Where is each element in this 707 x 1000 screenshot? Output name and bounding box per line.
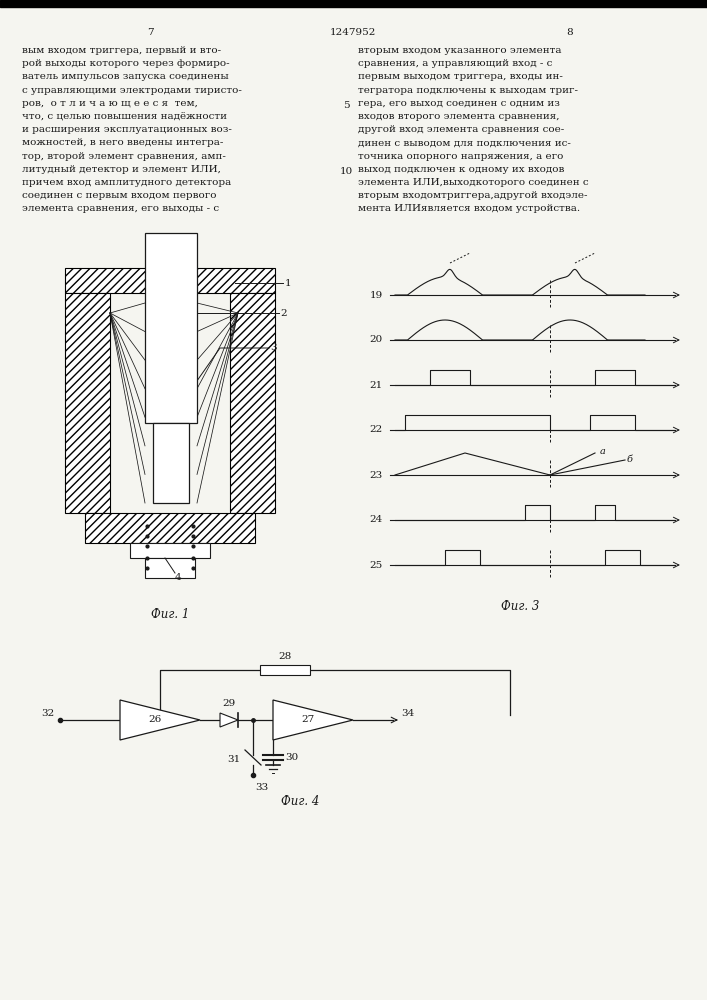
Text: соединен с первым входом первого: соединен с первым входом первого bbox=[22, 191, 216, 200]
Polygon shape bbox=[220, 713, 238, 727]
Bar bbox=[260, 665, 310, 675]
Text: что, с целью повышения надёжности: что, с целью повышения надёжности bbox=[22, 112, 227, 121]
Text: 25: 25 bbox=[370, 560, 383, 570]
Text: Фиг. 3: Фиг. 3 bbox=[501, 600, 539, 613]
Text: вторым входомтриггера,адругой входэле-: вторым входомтриггера,адругой входэле- bbox=[358, 191, 588, 200]
Text: тегратора подключены к выходам триг-: тегратора подключены к выходам триг- bbox=[358, 86, 578, 95]
Text: 28: 28 bbox=[279, 652, 291, 661]
Bar bbox=[130, 543, 210, 558]
Text: элемента сравнения, его выходы - с: элемента сравнения, его выходы - с bbox=[22, 204, 219, 213]
Text: 3: 3 bbox=[270, 344, 276, 353]
Text: элемента ИЛИ,выходкоторого соединен с: элемента ИЛИ,выходкоторого соединен с bbox=[358, 178, 589, 187]
Text: 5: 5 bbox=[343, 101, 349, 110]
Bar bbox=[65, 268, 275, 293]
Text: 24: 24 bbox=[370, 516, 383, 524]
Bar bbox=[0, 0, 707, 7]
Text: 21: 21 bbox=[370, 380, 383, 389]
Text: 1: 1 bbox=[285, 278, 291, 288]
Text: 7: 7 bbox=[146, 28, 153, 37]
Bar bbox=[65, 293, 110, 513]
Bar bbox=[153, 423, 189, 503]
Text: выход подключен к одному их входов: выход подключен к одному их входов bbox=[358, 165, 564, 174]
Text: причем вход амплитудного детектора: причем вход амплитудного детектора bbox=[22, 178, 231, 187]
Text: 34: 34 bbox=[401, 709, 414, 718]
Text: ров,  о т л и ч а ю щ е е с я  тем,: ров, о т л и ч а ю щ е е с я тем, bbox=[22, 99, 198, 108]
Text: 10: 10 bbox=[339, 167, 353, 176]
Text: 26: 26 bbox=[148, 716, 162, 724]
Polygon shape bbox=[273, 700, 353, 740]
Text: входов второго элемента сравнения,: входов второго элемента сравнения, bbox=[358, 112, 559, 121]
Text: 2: 2 bbox=[280, 308, 286, 318]
Text: ватель импульсов запуска соединены: ватель импульсов запуска соединены bbox=[22, 72, 229, 81]
Text: вторым входом указанного элемента: вторым входом указанного элемента bbox=[358, 46, 561, 55]
Text: точника опорного напряжения, а его: точника опорного напряжения, а его bbox=[358, 152, 563, 161]
Text: 27: 27 bbox=[301, 716, 315, 724]
Text: рой выходы которого через формиро-: рой выходы которого через формиро- bbox=[22, 59, 230, 68]
Text: 22: 22 bbox=[370, 426, 383, 434]
Text: и расширения эксплуатационных воз-: и расширения эксплуатационных воз- bbox=[22, 125, 232, 134]
Bar bbox=[145, 233, 197, 423]
Text: 29: 29 bbox=[223, 699, 235, 708]
Text: 31: 31 bbox=[228, 756, 241, 764]
Text: вым входом триггера, первый и вто-: вым входом триггера, первый и вто- bbox=[22, 46, 221, 55]
Text: 30: 30 bbox=[285, 752, 298, 762]
Text: сравнения, а управляющий вход - с: сравнения, а управляющий вход - с bbox=[358, 59, 552, 68]
Text: 32: 32 bbox=[42, 709, 55, 718]
Bar bbox=[145, 558, 195, 578]
Text: динен с выводом для подключения ис-: динен с выводом для подключения ис- bbox=[358, 138, 571, 147]
Text: мента ИЛИявляется входом устройства.: мента ИЛИявляется входом устройства. bbox=[358, 204, 580, 213]
Text: Фиг. 4: Фиг. 4 bbox=[281, 795, 319, 808]
Text: первым выходом триггера, входы ин-: первым выходом триггера, входы ин- bbox=[358, 72, 563, 81]
Text: можностей, в него введены интегра-: можностей, в него введены интегра- bbox=[22, 138, 223, 147]
Text: 4: 4 bbox=[175, 574, 182, 582]
Bar bbox=[85, 513, 255, 543]
Text: 8: 8 bbox=[567, 28, 573, 37]
Polygon shape bbox=[120, 700, 200, 740]
Text: а: а bbox=[600, 448, 606, 456]
Text: 23: 23 bbox=[370, 471, 383, 480]
Text: б: б bbox=[627, 454, 633, 464]
Bar bbox=[230, 293, 275, 513]
Text: 1247952: 1247952 bbox=[329, 28, 376, 37]
Text: 19: 19 bbox=[370, 290, 383, 300]
Text: 20: 20 bbox=[370, 336, 383, 344]
Text: литудный детектор и элемент ИЛИ,: литудный детектор и элемент ИЛИ, bbox=[22, 165, 221, 174]
Text: с управляющими электродами тиристо-: с управляющими электродами тиристо- bbox=[22, 86, 242, 95]
Text: тор, второй элемент сравнения, амп-: тор, второй элемент сравнения, амп- bbox=[22, 152, 226, 161]
Text: гера, его выход соединен с одним из: гера, его выход соединен с одним из bbox=[358, 99, 560, 108]
Text: другой вход элемента сравнения сое-: другой вход элемента сравнения сое- bbox=[358, 125, 564, 134]
Text: 33: 33 bbox=[255, 783, 268, 792]
Text: Фиг. 1: Фиг. 1 bbox=[151, 608, 189, 621]
